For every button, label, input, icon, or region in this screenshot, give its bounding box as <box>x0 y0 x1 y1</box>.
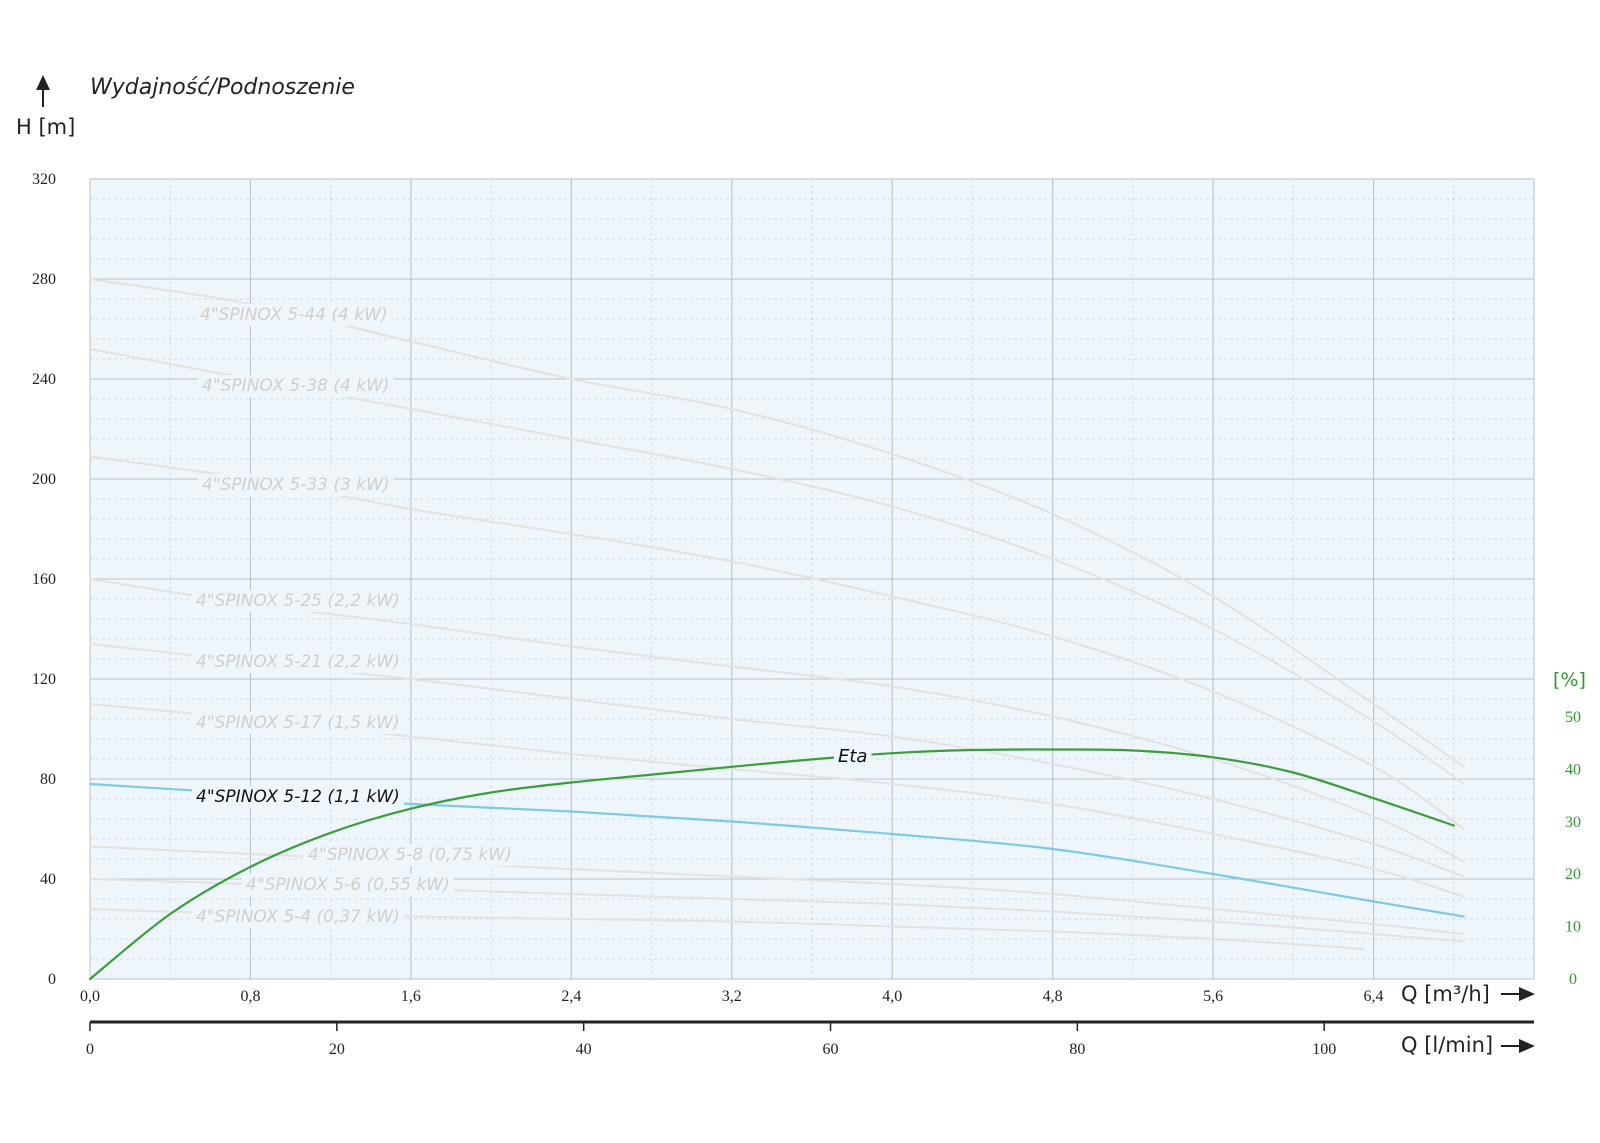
lmin-tick-label: 40 <box>576 1041 592 1058</box>
eta-axis-label: [%] <box>1553 669 1586 691</box>
y-tick-label: 280 <box>32 271 56 288</box>
curve-label: 4"SPINOX 5-25 (2,2 kW) <box>196 591 400 611</box>
grid <box>90 179 1534 979</box>
eta-label: Eta <box>838 746 867 767</box>
eta-tick-label: 30 <box>1565 814 1581 831</box>
curve-label-background <box>304 844 516 866</box>
x-tick-label: 2,4 <box>561 988 581 1005</box>
x-axis-label-m3h: Q [m³/h] <box>1401 982 1490 1006</box>
curve-label: 4"SPINOX 5-4 (0,37 kW) <box>196 907 400 927</box>
y-axis-arrow-icon <box>36 75 50 107</box>
y-tick-label: 160 <box>32 571 56 588</box>
curve-label-background <box>834 745 872 768</box>
x-tick-label: 4,0 <box>882 988 902 1005</box>
eta-curve <box>88 748 1455 981</box>
y-axis-label: H [m] <box>16 115 75 139</box>
curve-label: 4"SPINOX 5-17 (1,5 kW) <box>196 713 400 733</box>
x-ticks: 0,0 0,8 1,6 2,4 3,2 4,0 4,8 5,6 6,4 <box>80 988 1384 1005</box>
y-tick-label: 200 <box>32 471 56 488</box>
curve-label: 4"SPINOX 5-6 (0,55 kW) <box>246 875 450 895</box>
y-tick-label: 80 <box>40 771 56 788</box>
y-tick-label: 40 <box>40 871 56 888</box>
eta-tick-label: 0 <box>1569 971 1577 988</box>
eta-tick-label: 40 <box>1565 761 1581 778</box>
curve-label: 4"SPINOX 5-21 (2,2 kW) <box>196 652 400 672</box>
y-tick-label: 240 <box>32 371 56 388</box>
eta-tick-label: 20 <box>1565 866 1581 883</box>
lmin-tick-label: 80 <box>1069 1041 1085 1058</box>
curve-label: 4"SPINOX 5-33 (3 kW) <box>202 475 390 495</box>
lmin-ticks: 0 20 40 60 80 100 <box>86 1022 1336 1058</box>
curve-label-background <box>192 786 404 808</box>
curve-label-background <box>192 906 404 928</box>
curve-label-background <box>192 712 404 734</box>
lmin-tick-label: 0 <box>86 1041 94 1058</box>
curve-label-background <box>242 874 454 896</box>
chart-title: Wydajność/Podnoszenie <box>90 75 355 100</box>
x-tick-label: 0,0 <box>80 988 100 1005</box>
curve-label-background <box>198 375 394 397</box>
x-axis-arrow-icon <box>1501 987 1535 1001</box>
y-tick-label: 320 <box>32 171 56 188</box>
y-tick-label: 120 <box>32 671 56 688</box>
x-tick-label: 6,4 <box>1364 988 1384 1005</box>
x-axis-label-lmin: Q [l/min] <box>1401 1033 1493 1057</box>
eta-tick-label: 10 <box>1565 919 1581 936</box>
x-tick-label: 1,6 <box>401 988 421 1005</box>
curve-label-background <box>196 304 392 326</box>
y-ticks: 0 40 80 120 160 200 240 280 320 <box>32 171 56 988</box>
x-tick-label: 5,6 <box>1203 988 1223 1005</box>
curve-label-background <box>192 590 404 612</box>
curve-label: 4"SPINOX 5-12 (1,1 kW) <box>196 787 400 807</box>
curve-label-background <box>198 474 394 496</box>
x-tick-label: 3,2 <box>722 988 742 1005</box>
pump-curve <box>89 578 1465 863</box>
eta-tick-label: 50 <box>1565 709 1581 726</box>
curve-labels: 4"SPINOX 5-44 (4 kW) 4"SPINOX 5-38 (4 kW)… <box>192 304 872 928</box>
lmin-tick-label: 20 <box>329 1041 345 1058</box>
lmin-tick-label: 100 <box>1312 1041 1336 1058</box>
y-tick-label: 0 <box>48 971 56 988</box>
x-tick-label: 4,8 <box>1043 988 1063 1005</box>
curve-label-background <box>192 651 404 673</box>
lmin-tick-label: 60 <box>823 1041 839 1058</box>
x2-axis-arrow-icon <box>1501 1039 1535 1053</box>
curve-label: 4"SPINOX 5-8 (0,75 kW) <box>308 845 512 865</box>
curve-label: 4"SPINOX 5-44 (4 kW) <box>200 305 388 325</box>
x-tick-label: 0,8 <box>240 988 260 1005</box>
curve-label: 4"SPINOX 5-38 (4 kW) <box>202 376 390 396</box>
eta-ticks: 0 10 20 30 40 50 <box>1565 709 1581 988</box>
